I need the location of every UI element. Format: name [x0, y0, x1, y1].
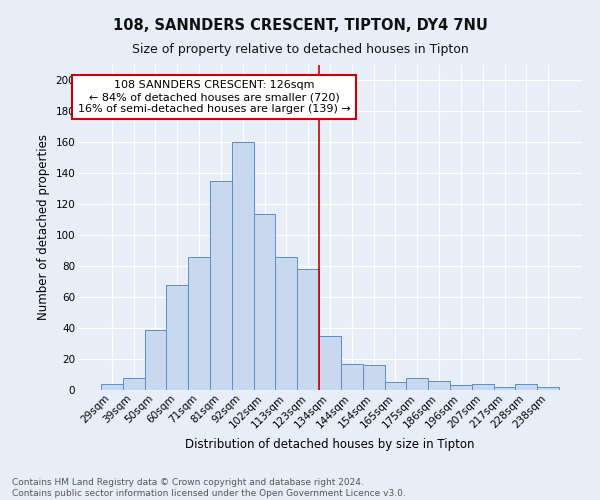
Bar [450, 386, 472, 390]
Bar [254, 214, 275, 390]
Bar [145, 330, 166, 390]
Bar [297, 270, 319, 390]
Bar [537, 387, 559, 390]
Bar [166, 285, 188, 390]
Y-axis label: Number of detached properties: Number of detached properties [37, 134, 50, 320]
Bar [101, 384, 123, 390]
Text: 108 SANNDERS CRESCENT: 126sqm
← 84% of detached houses are smaller (720)
16% of : 108 SANNDERS CRESCENT: 126sqm ← 84% of d… [78, 80, 351, 114]
Bar [428, 380, 450, 390]
Bar [232, 142, 254, 390]
Bar [188, 257, 210, 390]
Bar [515, 384, 537, 390]
Bar [123, 378, 145, 390]
Bar [385, 382, 406, 390]
Text: Size of property relative to detached houses in Tipton: Size of property relative to detached ho… [131, 42, 469, 56]
Bar [363, 365, 385, 390]
X-axis label: Distribution of detached houses by size in Tipton: Distribution of detached houses by size … [185, 438, 475, 451]
Bar [341, 364, 363, 390]
Text: Contains HM Land Registry data © Crown copyright and database right 2024.
Contai: Contains HM Land Registry data © Crown c… [12, 478, 406, 498]
Bar [275, 257, 297, 390]
Bar [472, 384, 494, 390]
Bar [494, 387, 515, 390]
Text: 108, SANNDERS CRESCENT, TIPTON, DY4 7NU: 108, SANNDERS CRESCENT, TIPTON, DY4 7NU [113, 18, 487, 32]
Bar [210, 181, 232, 390]
Bar [319, 336, 341, 390]
Bar [406, 378, 428, 390]
